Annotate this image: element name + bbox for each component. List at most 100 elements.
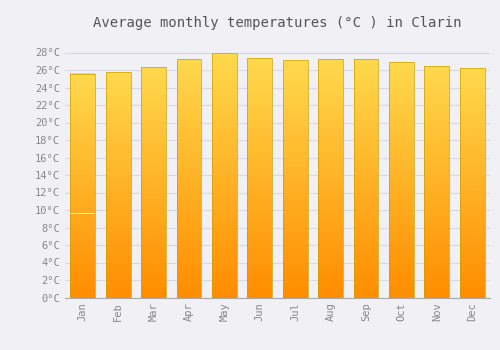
Bar	[248, 106, 272, 109]
Bar	[354, 229, 378, 232]
Bar	[106, 168, 130, 170]
Bar	[70, 135, 95, 138]
Bar	[106, 224, 130, 227]
Bar	[248, 115, 272, 118]
Bar	[212, 81, 237, 84]
Bar	[248, 193, 272, 196]
Bar	[318, 157, 343, 160]
Bar	[248, 136, 272, 139]
Bar	[212, 53, 237, 56]
Bar	[424, 173, 450, 176]
Bar	[283, 286, 308, 289]
Bar	[176, 265, 202, 268]
Bar	[141, 263, 166, 266]
Bar	[212, 243, 237, 246]
Bar	[354, 282, 378, 286]
Bar	[318, 71, 343, 74]
Bar	[354, 110, 378, 112]
Title: Average monthly temperatures (°C ) in Clarin: Average monthly temperatures (°C ) in Cl…	[93, 16, 462, 30]
Bar	[318, 65, 343, 68]
Bar	[389, 86, 414, 89]
Bar	[70, 130, 95, 132]
Bar	[212, 227, 237, 230]
Bar	[176, 172, 202, 175]
Bar	[248, 154, 272, 157]
Bar	[424, 266, 450, 268]
Bar	[389, 127, 414, 130]
Bar	[283, 138, 308, 140]
Bar	[354, 256, 378, 259]
Bar	[460, 74, 484, 77]
Bar	[106, 103, 130, 106]
Bar	[460, 243, 484, 246]
Bar	[424, 112, 450, 115]
Bar	[354, 241, 378, 244]
Bar	[70, 99, 95, 101]
Bar	[389, 215, 414, 218]
Bar	[460, 229, 484, 232]
Bar	[212, 124, 237, 127]
Bar	[424, 208, 450, 211]
Bar	[389, 233, 414, 236]
Bar	[460, 68, 484, 298]
Bar	[141, 87, 166, 90]
Bar	[318, 286, 343, 288]
Bar	[212, 294, 237, 297]
Bar	[354, 121, 378, 124]
Bar	[248, 261, 272, 265]
Bar	[141, 188, 166, 191]
Bar	[318, 244, 343, 247]
Bar	[318, 280, 343, 282]
Bar	[318, 106, 343, 110]
Bar	[212, 197, 237, 200]
Bar	[141, 254, 166, 257]
Bar	[70, 270, 95, 272]
Bar	[354, 83, 378, 85]
Bar	[354, 205, 378, 208]
Bar	[70, 104, 95, 107]
Bar	[212, 72, 237, 75]
Bar	[354, 178, 378, 181]
Bar	[389, 259, 414, 262]
Bar	[212, 166, 237, 169]
Bar	[141, 199, 166, 202]
Bar	[283, 134, 308, 138]
Bar	[141, 196, 166, 200]
Bar	[106, 75, 130, 77]
Bar	[354, 172, 378, 175]
Bar	[106, 111, 130, 114]
Bar	[318, 193, 343, 196]
Bar	[141, 176, 166, 179]
Bar	[106, 286, 130, 289]
Bar	[354, 226, 378, 229]
Bar	[141, 191, 166, 194]
Bar	[141, 147, 166, 150]
Bar	[70, 76, 95, 79]
Bar	[389, 159, 414, 162]
Bar	[389, 89, 414, 92]
Bar	[460, 260, 484, 263]
Bar	[318, 229, 343, 232]
Bar	[176, 133, 202, 136]
Bar	[460, 266, 484, 269]
Bar	[212, 212, 237, 215]
Bar	[106, 145, 130, 148]
Bar	[141, 217, 166, 219]
Bar	[70, 169, 95, 172]
Bar	[424, 92, 450, 94]
Bar	[354, 136, 378, 139]
Bar	[212, 191, 237, 194]
Bar	[70, 93, 95, 96]
Bar	[318, 208, 343, 211]
Bar	[141, 219, 166, 223]
Bar	[424, 286, 450, 289]
Bar	[212, 273, 237, 276]
Bar	[318, 181, 343, 184]
Bar	[106, 134, 130, 136]
Bar	[424, 121, 450, 124]
Bar	[141, 173, 166, 176]
Bar	[70, 144, 95, 146]
Bar	[460, 206, 484, 209]
Bar	[248, 130, 272, 133]
Bar	[176, 294, 202, 297]
